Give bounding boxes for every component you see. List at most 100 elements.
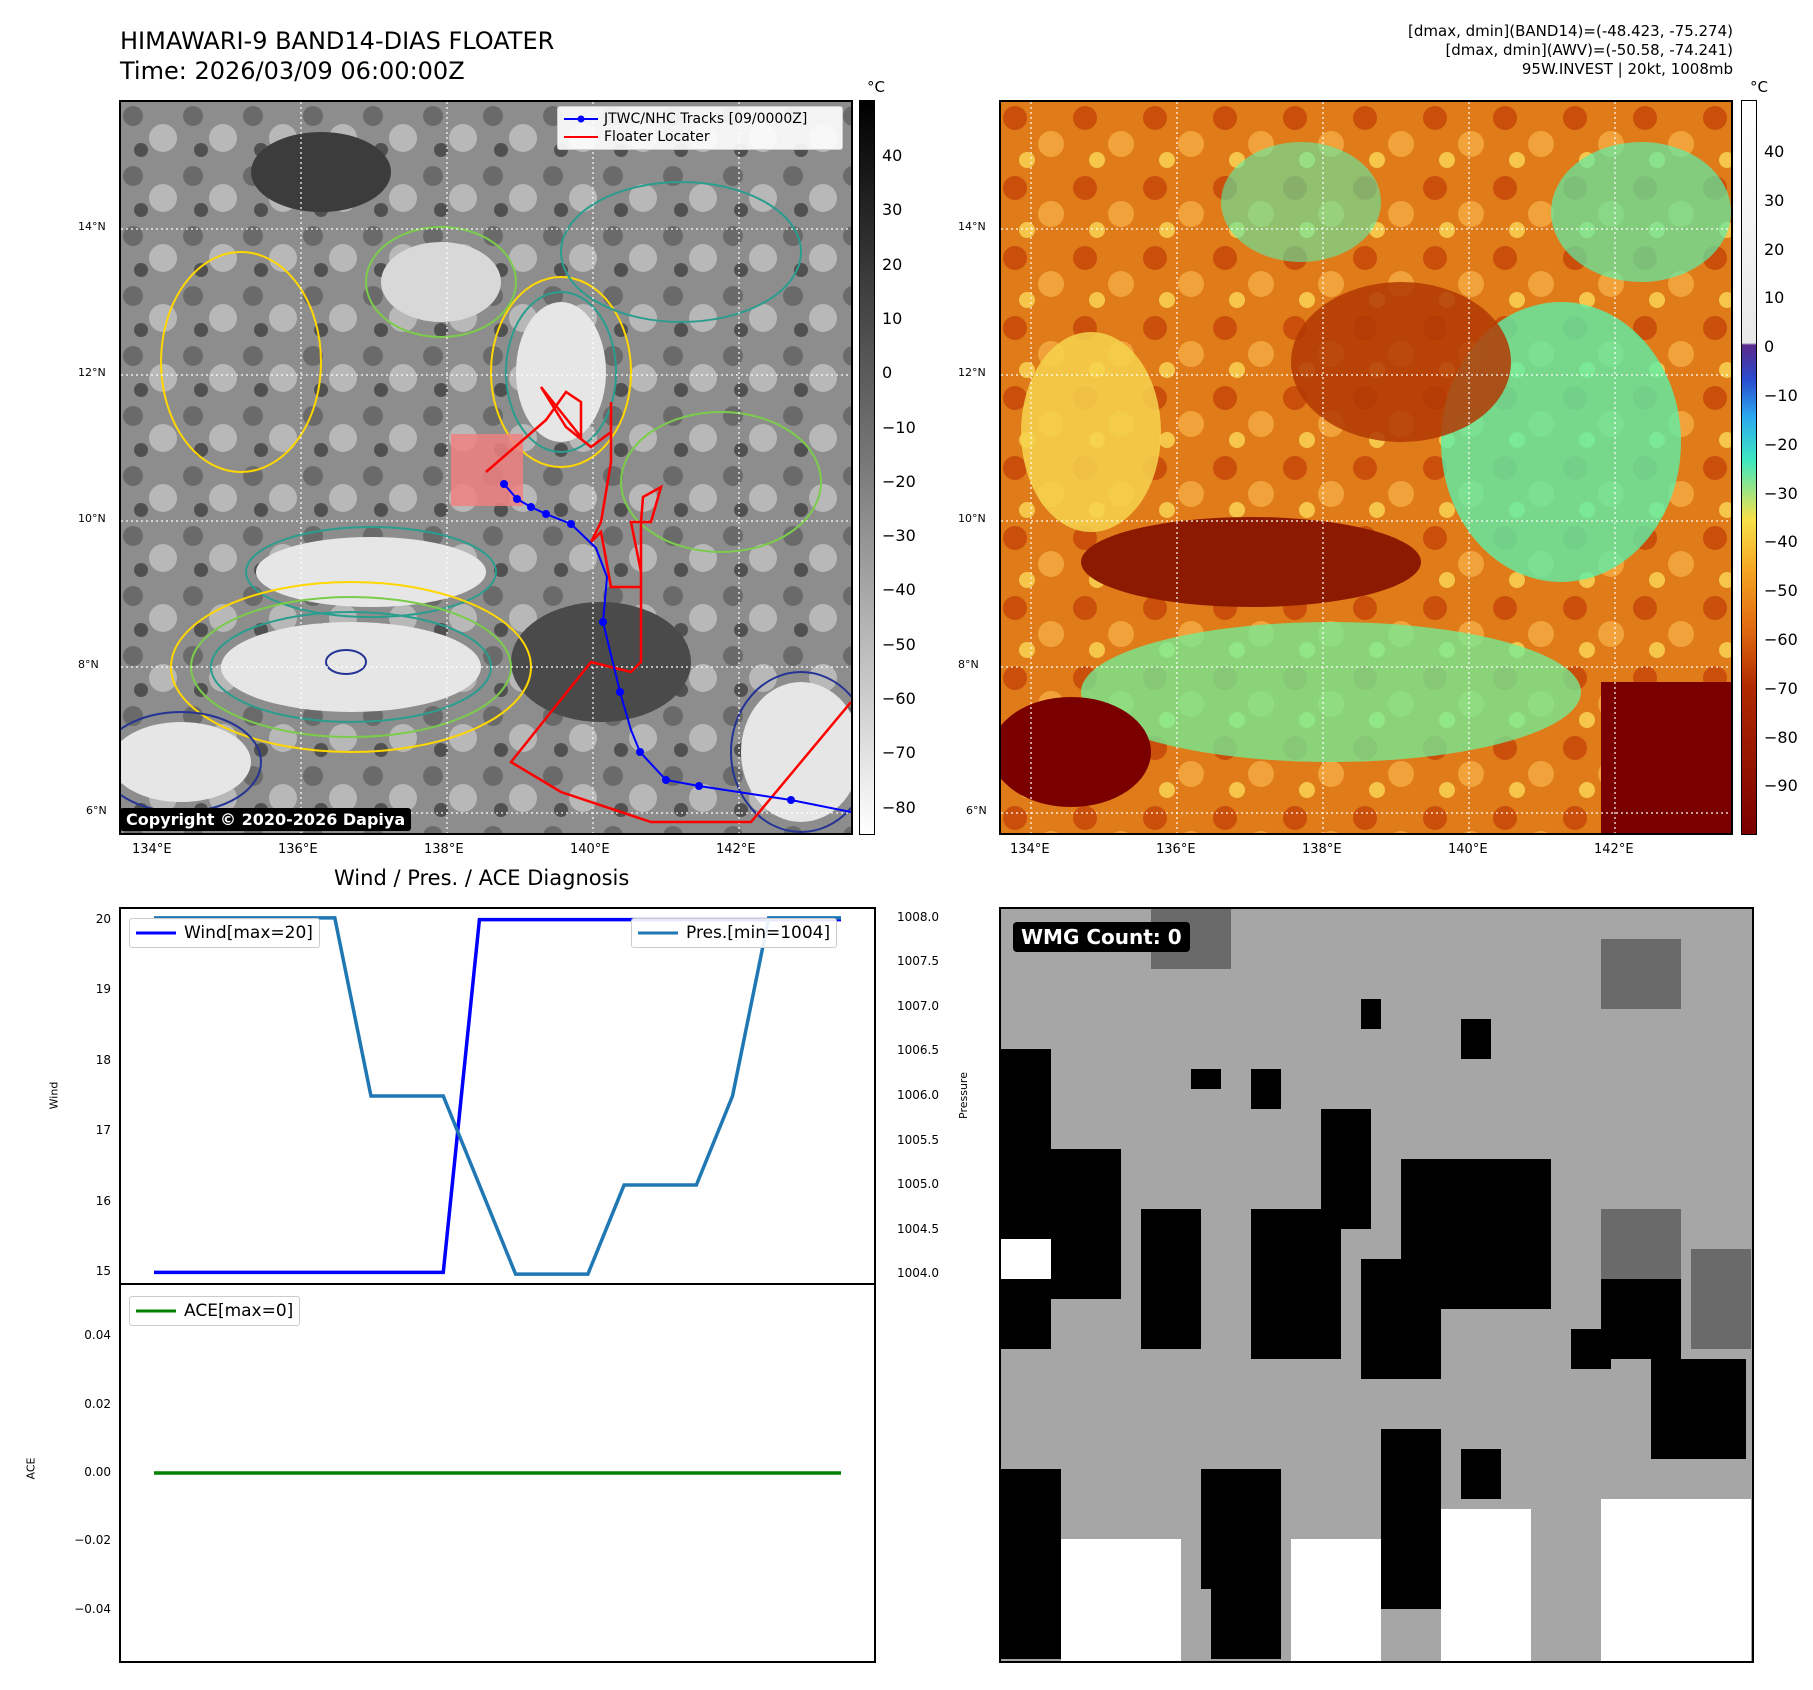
- contour-line: [730, 671, 851, 833]
- cold-cloud-area: [516, 302, 606, 442]
- cbar2-unit: °C: [1750, 78, 1768, 96]
- colorbar-tick-label: 20: [882, 254, 903, 274]
- map1-y-tick: 12°N: [78, 366, 106, 379]
- title-line2: Time: 2026/03/09 06:00:00Z: [120, 57, 465, 85]
- colorbar-tick-label: −10: [1764, 386, 1798, 405]
- map1-x-tick: 138°E: [424, 842, 464, 857]
- colorbar-tick-label: −40: [882, 580, 916, 600]
- wmg-dark-gray-cells: [1151, 909, 1751, 1349]
- wind-legend: Wind[max=20]: [129, 918, 320, 948]
- colorbar-tick-label: −50: [1764, 581, 1798, 601]
- wind-legend-swatch: [136, 931, 176, 935]
- cold-cloud-area: [121, 722, 251, 802]
- wind-axis-label: Wind: [47, 1081, 61, 1110]
- dry-core: [1601, 682, 1731, 833]
- ace-legend-label: ACE[max=0]: [184, 1301, 294, 1321]
- wind-y-tick: 19: [95, 982, 111, 997]
- pressure-y-tick: 1004.5: [897, 1221, 939, 1236]
- pressure-axis-label: Pressure: [956, 1072, 970, 1119]
- map2-x-tick: 140°E: [1448, 842, 1488, 857]
- colorbar-awv: [1741, 100, 1757, 835]
- legend-floater-label: Floater Locater: [604, 129, 710, 145]
- colorbar-tick-label: −10: [882, 417, 916, 437]
- map2-y-tick: 8°N: [958, 658, 979, 671]
- colorbar-tick-label: 20: [1764, 239, 1785, 259]
- cbar1-unit: °C: [867, 78, 885, 96]
- copyright-label: Copyright © 2020-2026 Dapiya: [120, 808, 412, 831]
- dry-core: [1291, 282, 1511, 442]
- contour-line: [160, 251, 322, 473]
- awv-gridlines: [1001, 102, 1731, 833]
- wmg-panel: [999, 907, 1754, 1663]
- wmg-white-cells: [1001, 1239, 1751, 1661]
- stats-line3: 95W.INVEST | 20kt, 1008mb: [1521, 60, 1733, 78]
- pressure-y-tick: 1007.5: [897, 954, 939, 969]
- map-gridlines: [121, 102, 851, 833]
- pressure-y-tick: 1006.5: [897, 1043, 939, 1058]
- pressure-y-tick: 1005.5: [897, 1132, 939, 1147]
- pressure-legend: Pres.[min=1004]: [631, 918, 838, 948]
- legend-item-tracks: JTWC/NHC Tracks [09/0000Z]: [564, 111, 836, 127]
- map1-y-tick: 14°N: [78, 220, 106, 233]
- dry-area: [1021, 332, 1161, 532]
- awv-map-panel: [999, 100, 1733, 835]
- map1-y-tick: 10°N: [78, 512, 106, 525]
- colorbar-tick-label: −80: [882, 797, 916, 817]
- plot-title: HIMAWARI-9 BAND14-DIAS FLOATER Time: 2026…: [120, 26, 554, 86]
- pressure-legend-swatch: [638, 931, 678, 935]
- wind-y-tick: 18: [95, 1052, 111, 1067]
- floater-locater-path: [485, 386, 851, 824]
- map2-x-tick: 138°E: [1302, 842, 1342, 857]
- wmg-svg: [1001, 909, 1751, 1661]
- ace-axis-label: ACE: [24, 1457, 38, 1480]
- cold-cloud-area: [381, 242, 501, 322]
- map2-y-tick: 12°N: [958, 366, 986, 379]
- awv-map-svg: [1001, 102, 1731, 833]
- jtwc-track-points: [500, 480, 795, 804]
- ace-y-tick: 0.04: [84, 1328, 111, 1343]
- colorbar-tick-label: −40: [1764, 532, 1798, 552]
- ir-map-panel: [119, 100, 853, 835]
- map2-y-tick: 10°N: [958, 512, 986, 525]
- contour-line: [620, 411, 822, 553]
- map1-y-tick: 8°N: [78, 658, 99, 671]
- colorbar-tick-label: 40: [1764, 142, 1785, 161]
- legend-item-floater: Floater Locater: [564, 129, 836, 145]
- colorbar-tick-label: −60: [1764, 630, 1798, 649]
- pressure-y-tick: 1008.0: [897, 909, 939, 924]
- colorbar-tick-label: −90: [1764, 776, 1798, 796]
- contour-line: [325, 649, 367, 675]
- pressure-y-tick: 1006.0: [897, 1088, 939, 1102]
- ace-y-tick: 0.02: [84, 1396, 111, 1411]
- colorbar-tick-label: 10: [882, 308, 903, 328]
- map2-x-tick: 136°E: [1156, 842, 1196, 857]
- ace-legend: ACE[max=0]: [129, 1296, 301, 1326]
- pressure-y-tick: 1007.0: [897, 998, 939, 1013]
- wind-y-tick: 17: [95, 1123, 111, 1138]
- dry-core: [1081, 517, 1421, 607]
- colorbar-tick-label: 30: [1764, 190, 1785, 210]
- colorbar-tick-label: −60: [882, 689, 916, 708]
- colorbar-tick-label: −70: [882, 743, 916, 763]
- map1-x-tick: 140°E: [570, 842, 610, 857]
- stats-header: [dmax, dmin](BAND14)=(-48.423, -75.274) …: [1408, 22, 1733, 79]
- diagnosis-panel: [119, 907, 876, 1663]
- map2-y-tick: 14°N: [958, 220, 986, 233]
- wind-series-line: [154, 917, 841, 1275]
- colorbar-tick-label: −50: [882, 634, 916, 654]
- ir-map-svg: [121, 102, 851, 833]
- contour-line: [365, 226, 517, 338]
- ace-y-tick: −0.04: [74, 1601, 111, 1616]
- contour-line: [245, 526, 497, 618]
- moist-area: [1081, 622, 1581, 762]
- legend-tracks-label: JTWC/NHC Tracks [09/0000Z]: [604, 111, 808, 127]
- colorbar-tick-label: 40: [882, 146, 903, 165]
- warm-area: [251, 132, 391, 212]
- contour-line: [505, 291, 617, 453]
- pressure-y-tick: 1004.0: [897, 1266, 939, 1281]
- cold-cloud-area: [741, 682, 851, 822]
- pressure-series-line: [154, 916, 841, 1276]
- stats-line1: [dmax, dmin](BAND14)=(-48.423, -75.274): [1408, 22, 1733, 40]
- map1-x-tick: 136°E: [278, 842, 318, 857]
- contour-line: [490, 276, 632, 468]
